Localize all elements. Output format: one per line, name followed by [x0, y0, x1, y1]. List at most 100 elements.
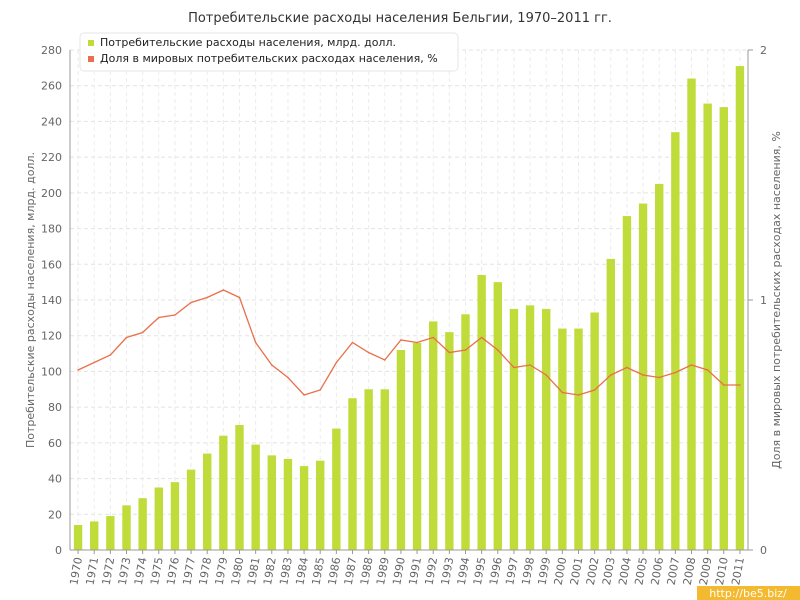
x-tick-label: 2006: [649, 556, 667, 586]
bar: [735, 66, 745, 551]
bar: [703, 103, 712, 551]
line-point: [206, 296, 209, 299]
bar: [574, 328, 583, 550]
line-point: [674, 371, 677, 374]
bar-series: [73, 66, 745, 551]
x-tick-label: 1992: [423, 556, 441, 586]
x-tick-label: 1980: [229, 556, 247, 586]
y-tick-label: 220: [41, 151, 62, 164]
bar: [267, 455, 276, 550]
watermark-link[interactable]: http://be5.biz/: [709, 587, 787, 600]
line-point: [496, 349, 499, 351]
watermark[interactable]: http://be5.biz/: [697, 586, 800, 600]
line-point: [642, 374, 644, 376]
line-point: [722, 384, 725, 386]
x-tick-label: 2005: [632, 556, 650, 586]
y-tick-label: 200: [41, 187, 62, 200]
line-point: [513, 366, 515, 369]
line-point: [464, 349, 467, 351]
bar: [299, 466, 309, 550]
bar: [558, 328, 567, 550]
x-tick-label: 2004: [616, 556, 634, 586]
legend-entry-line: Доля в мировых потребительских расходах …: [100, 52, 438, 65]
x-tick-label: 1972: [100, 556, 118, 586]
bar: [348, 398, 357, 550]
line-point: [174, 314, 176, 316]
x-tick-label: 2010: [713, 556, 731, 586]
bar: [364, 389, 373, 550]
x-tick-label: 1979: [213, 556, 231, 586]
legend-box: [79, 32, 459, 72]
line-point: [319, 389, 322, 391]
bar: [412, 342, 422, 550]
line-point: [432, 336, 435, 339]
line-point: [609, 374, 612, 376]
x-tick-label: 2002: [584, 556, 602, 586]
y-tick-label: 100: [41, 365, 62, 378]
bar: [719, 107, 728, 551]
line-point: [109, 354, 112, 356]
x-tick-label: 1986: [326, 556, 344, 586]
y2-tick-label: 1: [760, 294, 767, 307]
right-axis-ticks: 0 1 2: [748, 44, 767, 557]
bar: [493, 282, 502, 550]
x-tick-label: 1985: [310, 556, 328, 586]
line-point: [270, 364, 273, 366]
bar: [251, 444, 260, 550]
bar: [671, 132, 680, 550]
line-point: [706, 369, 709, 371]
line-point: [335, 361, 338, 364]
line-point: [77, 369, 79, 371]
y-tick-label: 120: [41, 330, 62, 343]
x-tick-label: 1973: [116, 556, 134, 586]
bar: [542, 308, 551, 550]
bar: [638, 203, 648, 551]
x-tick-label: 1989: [374, 556, 392, 586]
x-tick-label: 1974: [132, 556, 150, 586]
line-point: [577, 394, 580, 396]
y-tick-label: 180: [41, 223, 62, 236]
x-tick-label: 2001: [568, 556, 586, 586]
line-point: [141, 331, 144, 334]
legend-swatch-bar: [88, 40, 94, 46]
x-tick-label: 1982: [261, 556, 279, 586]
bar: [509, 308, 519, 550]
y-tick-label: 80: [48, 401, 62, 414]
line-point: [125, 336, 128, 339]
line-point: [190, 301, 192, 304]
line-path: [77, 289, 740, 396]
bar: [186, 469, 196, 550]
x-tick-label: 2003: [600, 556, 618, 586]
line-point: [690, 364, 693, 366]
x-tick-label: 1971: [84, 556, 102, 586]
y-axis-label: Потребительские расходы населения, млрд.…: [24, 152, 37, 448]
x-tick-label: 1993: [439, 556, 457, 586]
x-tick-label: 1984: [293, 556, 311, 586]
bar: [461, 314, 470, 550]
bar: [154, 487, 163, 550]
chart-title: Потребительские расходы населения Бельги…: [188, 11, 612, 26]
line-point: [545, 374, 548, 376]
line-point: [303, 394, 305, 396]
line-point: [351, 341, 354, 344]
line-point: [626, 366, 628, 369]
line-series: [77, 289, 741, 396]
bar: [380, 389, 389, 550]
bar: [316, 460, 325, 550]
legend: Потребительские расходы населения, млрд.…: [79, 32, 459, 72]
y-tick-label: 280: [41, 44, 62, 57]
y2-axis-label: Доля в мировых потребительских расходах …: [770, 131, 783, 469]
x-tick-label: 1997: [503, 556, 521, 586]
line-point: [287, 376, 289, 379]
x-tick-label: 2007: [665, 556, 683, 586]
x-tick-label: 1995: [471, 556, 489, 586]
y-tick-label: 160: [41, 258, 62, 271]
y-tick-label: 20: [48, 508, 62, 521]
y-tick-label: 40: [48, 473, 62, 486]
x-tick-label: 1978: [197, 556, 215, 586]
x-tick-label: 1975: [148, 556, 166, 586]
bar: [283, 458, 293, 550]
bar: [655, 183, 664, 550]
bar: [477, 275, 486, 550]
